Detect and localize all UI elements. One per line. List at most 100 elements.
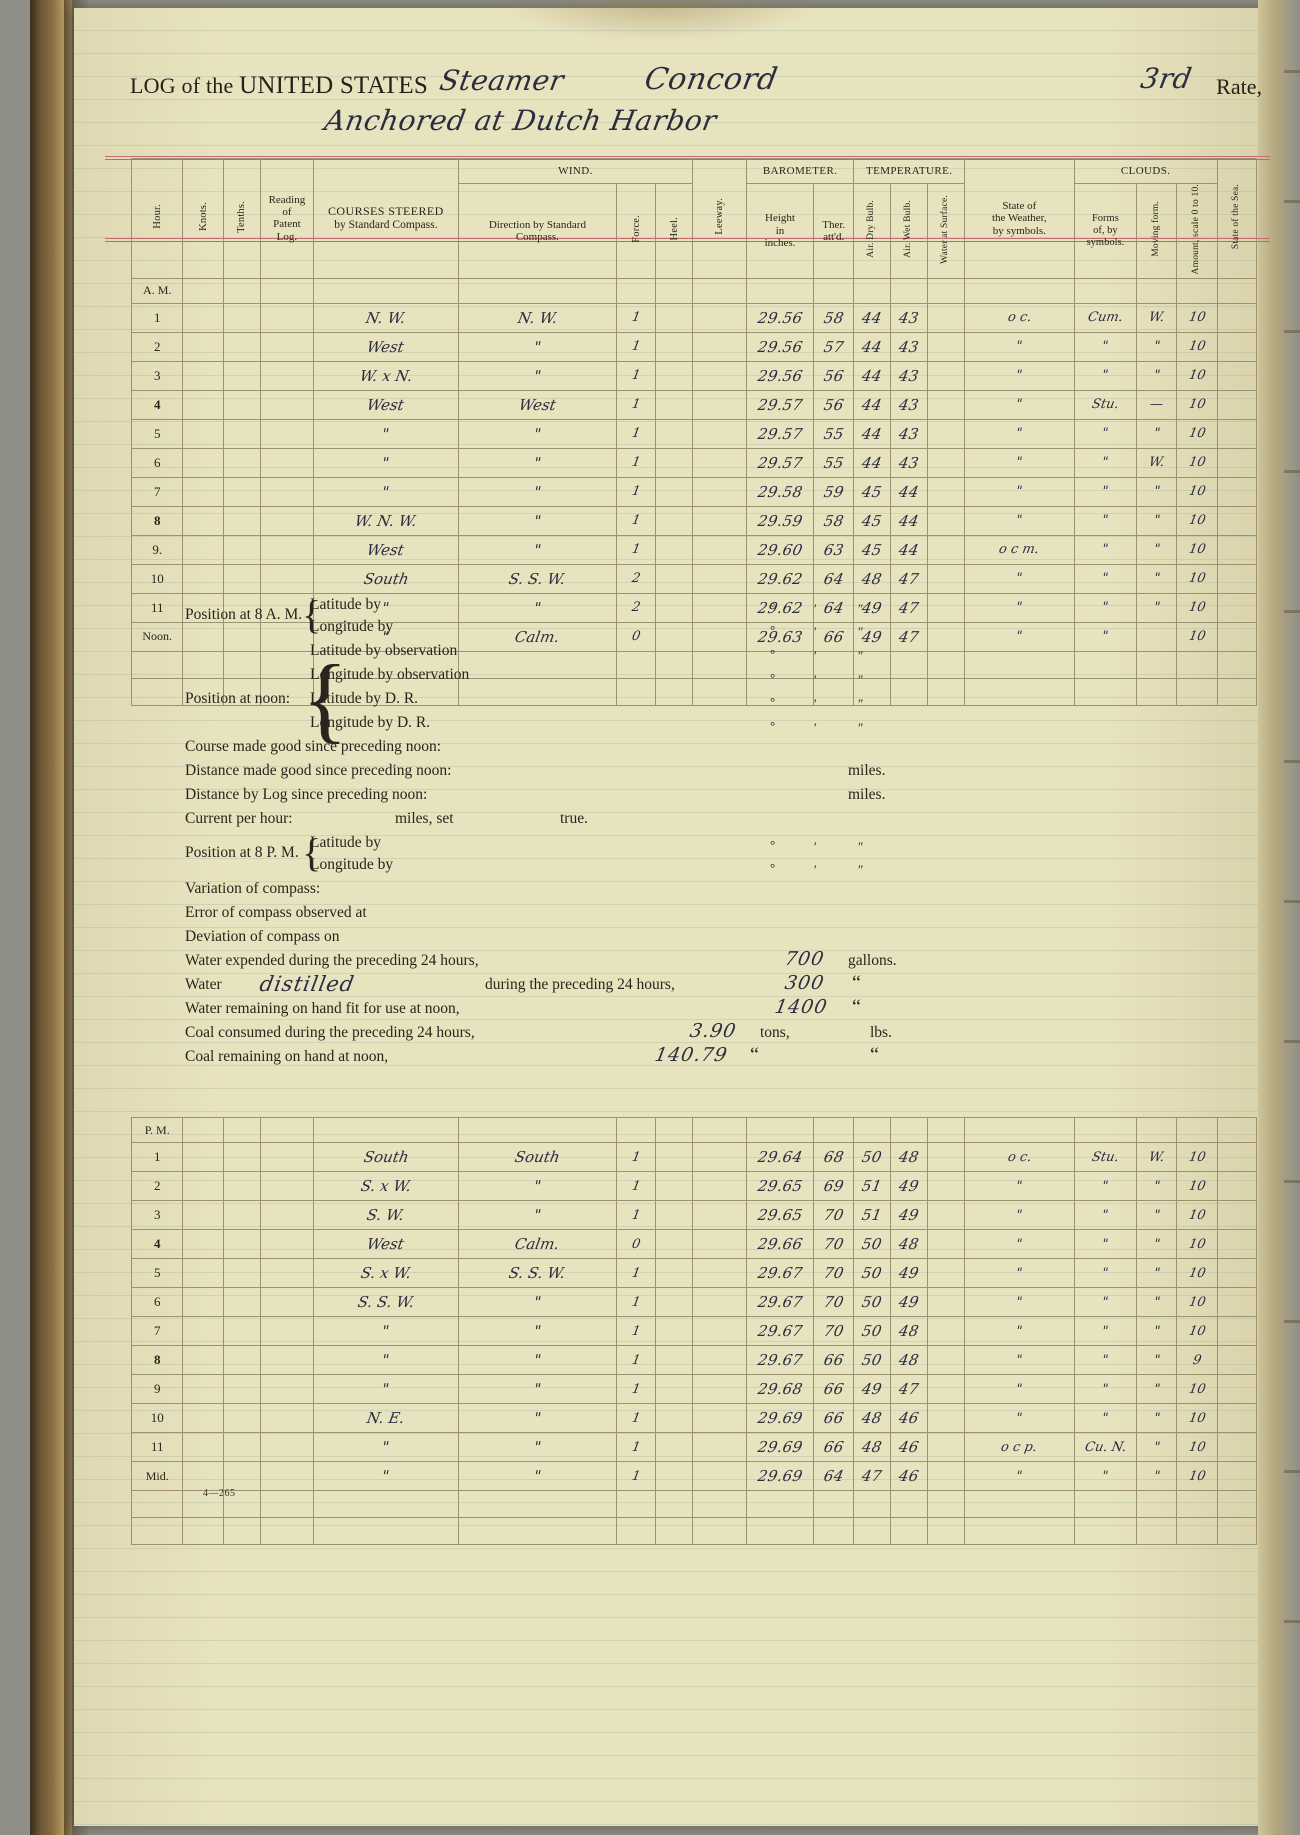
table-row[interactable]: Noon. " Calm. 0 29.63 66 49 47 " " 10 [130, 621, 1258, 652]
cell-patent-log[interactable] [259, 1374, 315, 1404]
am-section-blank[interactable] [964, 277, 1075, 304]
cell-water-at-surface[interactable] [927, 563, 965, 594]
cell-barometer-height[interactable]: 29.67 [745, 1316, 815, 1346]
cell-course-steered[interactable]: S. S. W. [313, 1287, 459, 1317]
cell-hour[interactable]: 5 [130, 418, 184, 449]
cell-blank[interactable] [745, 1490, 815, 1518]
cell-heel[interactable] [655, 1287, 694, 1317]
cell-air-dry-bulb[interactable]: 49 [853, 1374, 892, 1404]
cell-barometer-height[interactable]: 29.57 [745, 389, 815, 420]
cell-water-at-surface[interactable] [927, 1345, 965, 1375]
cell-patent-log[interactable] [259, 1142, 315, 1172]
table-row[interactable]: 1 South South 1 29.64 68 50 48 o c. Stu. W. 10 [130, 1142, 1258, 1172]
cell-patent-log[interactable] [259, 534, 315, 565]
cell-air-dry-bulb[interactable]: 50 [853, 1229, 892, 1259]
cell-air-dry-bulb[interactable]: 50 [853, 1345, 892, 1375]
cell-blank[interactable] [130, 677, 184, 706]
cell-cloud-forms[interactable]: " [1073, 1374, 1138, 1404]
cell-leeway[interactable] [692, 389, 747, 420]
cell-heel[interactable] [655, 418, 694, 449]
cell-leeway[interactable] [692, 505, 747, 536]
cell-air-dry-bulb[interactable]: 51 [853, 1200, 892, 1230]
cell-blank[interactable] [259, 1517, 315, 1545]
cell-blank[interactable] [182, 1517, 224, 1545]
cell-wind-direction[interactable]: Calm. [457, 1229, 618, 1259]
cell-cloud-amount[interactable]: 10 [1176, 1403, 1218, 1433]
cell-cloud-forms[interactable]: " [1073, 1287, 1138, 1317]
cell-cloud-moving-form[interactable]: " [1136, 1171, 1178, 1201]
cell-knots[interactable] [182, 1171, 224, 1201]
table-row[interactable]: 10 South S. S. W. 2 29.62 64 48 47 " " " 10 [130, 563, 1258, 594]
cell-blank[interactable] [616, 1490, 657, 1518]
cell-water-at-surface[interactable] [927, 418, 965, 449]
pm-section-blank[interactable] [655, 1117, 694, 1143]
cell-blank[interactable] [692, 677, 747, 706]
cell-tenths[interactable] [222, 447, 261, 478]
cell-hour[interactable]: 1 [130, 302, 184, 333]
cell-barometer-height[interactable]: 29.69 [745, 1403, 815, 1433]
cell-wind-direction[interactable]: " [457, 1461, 618, 1491]
cell-cloud-forms[interactable]: " [1073, 1200, 1138, 1230]
cell-air-wet-bulb[interactable]: 43 [890, 418, 929, 449]
cell-air-wet-bulb[interactable]: 49 [890, 1258, 929, 1288]
cell-air-dry-bulb[interactable]: 48 [853, 1432, 892, 1462]
cell-knots[interactable] [182, 1200, 224, 1230]
cell-cloud-moving-form[interactable]: — [1136, 389, 1178, 420]
cell-heel[interactable] [655, 476, 694, 507]
cell-air-wet-bulb[interactable]: 43 [890, 360, 929, 391]
cell-blank[interactable] [616, 677, 657, 706]
cell-course-steered[interactable]: S. x W. [313, 1171, 459, 1201]
cell-water-at-surface[interactable] [927, 1432, 965, 1462]
cell-course-steered[interactable]: West [313, 331, 459, 362]
cell-tenths[interactable] [222, 1461, 261, 1491]
cell-cloud-moving-form[interactable]: " [1136, 1374, 1178, 1404]
cell-wind-direction[interactable]: " [457, 1345, 618, 1375]
cell-cloud-amount[interactable]: 10 [1176, 1258, 1218, 1288]
cell-blank[interactable] [655, 1517, 694, 1545]
cell-state-of-sea[interactable] [1216, 534, 1258, 565]
cell-blank[interactable] [1176, 1490, 1218, 1518]
cell-tenths[interactable] [222, 1432, 261, 1462]
cell-wind-direction[interactable]: " [457, 1287, 618, 1317]
cell-wind-force[interactable]: 1 [616, 418, 657, 449]
am-section-blank[interactable] [1176, 277, 1218, 304]
cell-cloud-amount[interactable]: 10 [1176, 476, 1218, 507]
cell-water-at-surface[interactable] [927, 360, 965, 391]
table-row[interactable]: Mid. " " 1 29.69 64 47 46 " " " 10 [130, 1461, 1258, 1491]
cell-cloud-forms[interactable]: " [1073, 563, 1138, 594]
cell-barometer-height[interactable]: 29.65 [745, 1171, 815, 1201]
cell-barometer-height[interactable]: 29.57 [745, 418, 815, 449]
cell-patent-log[interactable] [259, 592, 315, 623]
cell-hour[interactable]: 6 [130, 447, 184, 478]
cell-tenths[interactable] [222, 389, 261, 420]
cell-tenths[interactable] [222, 360, 261, 391]
cell-blank[interactable] [1176, 1517, 1218, 1545]
cell-cloud-moving-form[interactable]: " [1136, 1403, 1178, 1433]
cell-blank[interactable] [853, 1517, 892, 1545]
pm-section-blank[interactable] [745, 1117, 815, 1143]
cell-patent-log[interactable] [259, 1200, 315, 1230]
cell-tenths[interactable] [222, 1374, 261, 1404]
cell-state-of-sea[interactable] [1216, 563, 1258, 594]
pm-section-blank[interactable] [692, 1117, 747, 1143]
cell-tenths[interactable] [222, 563, 261, 594]
cell-heel[interactable] [655, 1200, 694, 1230]
cell-patent-log[interactable] [259, 1316, 315, 1346]
table-row[interactable]: 7 " " 1 29.58 59 45 44 " " " 10 [130, 476, 1258, 507]
cell-air-dry-bulb[interactable]: 50 [853, 1258, 892, 1288]
cell-state-of-weather[interactable]: " [964, 563, 1075, 594]
cell-wind-direction[interactable]: " [457, 476, 618, 507]
cell-knots[interactable] [182, 1316, 224, 1346]
cell-blank[interactable] [130, 1490, 184, 1518]
cell-state-of-sea[interactable] [1216, 1200, 1258, 1230]
cell-tenths[interactable] [222, 1287, 261, 1317]
cell-water-at-surface[interactable] [927, 1374, 965, 1404]
cell-state-of-sea[interactable] [1216, 1345, 1258, 1375]
cell-heel[interactable] [655, 1432, 694, 1462]
cell-blank[interactable] [259, 1490, 315, 1518]
am-section-blank[interactable] [457, 277, 618, 304]
cell-wind-direction[interactable]: " [457, 1316, 618, 1346]
cell-blank[interactable] [964, 650, 1075, 679]
cell-knots[interactable] [182, 1374, 224, 1404]
pm-section-blank[interactable] [927, 1117, 965, 1143]
